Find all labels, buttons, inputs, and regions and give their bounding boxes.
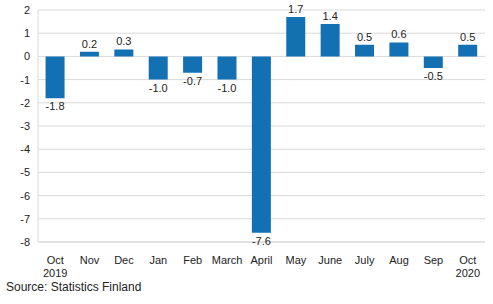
svg-text:-5: -5 [20,166,30,178]
svg-text:-1: -1 [20,74,30,86]
svg-text:0: 0 [24,50,30,62]
svg-text:-4: -4 [20,143,30,155]
svg-text:-7.6: -7.6 [252,235,271,247]
svg-text:-1.0: -1.0 [218,82,237,94]
svg-text:-8: -8 [20,236,30,248]
svg-text:Aug: Aug [389,254,409,266]
html-text:Source: Statistics Finland: Source: Statistics Finland [6,280,142,294]
svg-text:Nov: Nov [80,254,100,266]
svg-text:Oct2020: Oct2020 [456,254,480,278]
svg-text:0.5: 0.5 [460,31,475,43]
svg-text:0.5: 0.5 [357,31,372,43]
svg-text:-3: -3 [20,120,30,132]
svg-text:0.3: 0.3 [116,35,131,47]
svg-text:Jan: Jan [149,254,167,266]
svg-text:-0.5: -0.5 [424,70,443,82]
svg-text:Feb: Feb [183,254,202,266]
svg-text:1.4: 1.4 [322,10,337,22]
svg-text:2: 2 [24,4,30,16]
svg-text:June: June [318,254,342,266]
svg-text:0.6: 0.6 [391,28,406,40]
svg-text:-2: -2 [20,97,30,109]
svg-text:-1.8: -1.8 [46,100,65,112]
svg-text:May: May [285,254,306,266]
svg-text:-7: -7 [20,213,30,225]
svg-text:0.2: 0.2 [82,38,97,50]
svg-text:Oct2019: Oct2019 [43,254,67,278]
svg-text:-6: -6 [20,190,30,202]
svg-text:Dec: Dec [114,254,134,266]
svg-text:April: April [250,254,272,266]
svg-text:-0.7: -0.7 [183,75,202,87]
svg-text:1: 1 [24,27,30,39]
svg-text:March: March [212,254,243,266]
svg-text:July: July [355,254,375,266]
svg-text:Sep: Sep [424,254,444,266]
svg-text:1.7: 1.7 [288,3,303,15]
svg-text:-1.0: -1.0 [149,82,168,94]
